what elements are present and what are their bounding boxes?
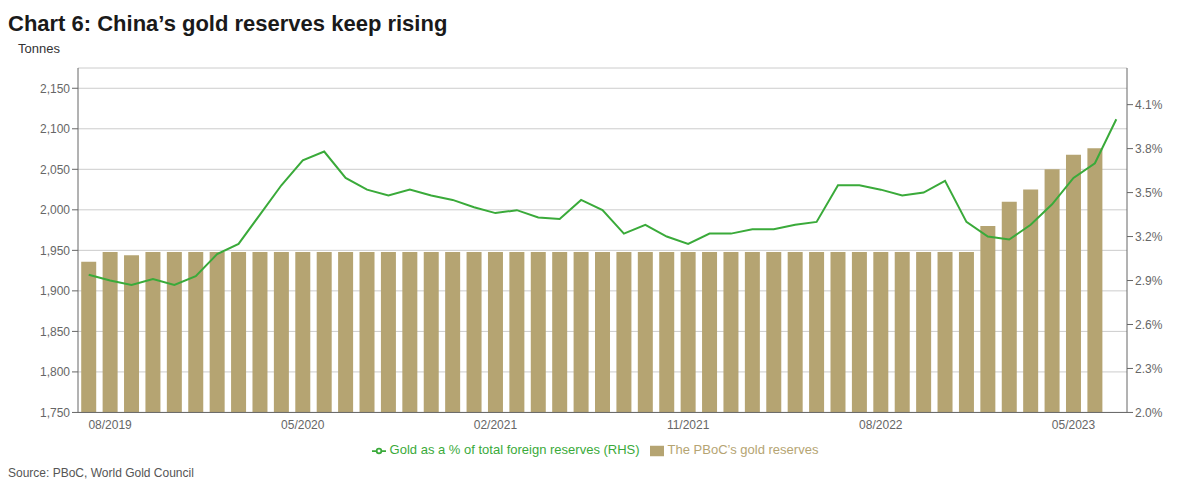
- svg-text:2.3%: 2.3%: [1135, 362, 1163, 376]
- html-text:Gold as a % of total foreign r: Gold as a % of total foreign reserves (R…: [389, 442, 640, 458]
- html-text:Tonnes: Tonnes: [18, 41, 60, 56]
- svg-text:2.6%: 2.6%: [1135, 318, 1163, 332]
- svg-text:11/2021: 11/2021: [667, 418, 710, 432]
- svg-text:1,950: 1,950: [40, 244, 70, 258]
- svg-text:2.9%: 2.9%: [1135, 274, 1163, 288]
- svg-text:1,800: 1,800: [40, 365, 70, 379]
- svg-text:05/2020: 05/2020: [281, 418, 325, 432]
- svg-text:08/2022: 08/2022: [859, 418, 903, 432]
- svg-text:3.5%: 3.5%: [1135, 186, 1163, 200]
- html-text:The PBoC’s gold reserves: The PBoC’s gold reserves: [667, 442, 819, 458]
- svg-text:2,000: 2,000: [40, 203, 70, 217]
- svg-text:2,050: 2,050: [40, 163, 70, 177]
- svg-text:08/2019: 08/2019: [88, 418, 132, 432]
- svg-text:1,900: 1,900: [40, 284, 70, 298]
- svg-text:02/2021: 02/2021: [474, 418, 518, 432]
- html-text:Chart 6: China’s gold reserves: Chart 6: China’s gold reserves keep risi…: [8, 11, 448, 36]
- svg-text:3.8%: 3.8%: [1135, 142, 1163, 156]
- svg-text:2,150: 2,150: [40, 82, 70, 96]
- svg-text:2,100: 2,100: [40, 122, 70, 136]
- svg-text:3.2%: 3.2%: [1135, 230, 1163, 244]
- svg-text:1,850: 1,850: [40, 325, 70, 339]
- svg-text:2.0%: 2.0%: [1135, 406, 1163, 420]
- html-text:Source: PBoC, World Gold Counc: Source: PBoC, World Gold Council: [8, 466, 194, 480]
- svg-text:05/2023: 05/2023: [1052, 418, 1096, 432]
- svg-text:4.1%: 4.1%: [1135, 98, 1163, 112]
- svg-text:1,750: 1,750: [40, 406, 70, 420]
